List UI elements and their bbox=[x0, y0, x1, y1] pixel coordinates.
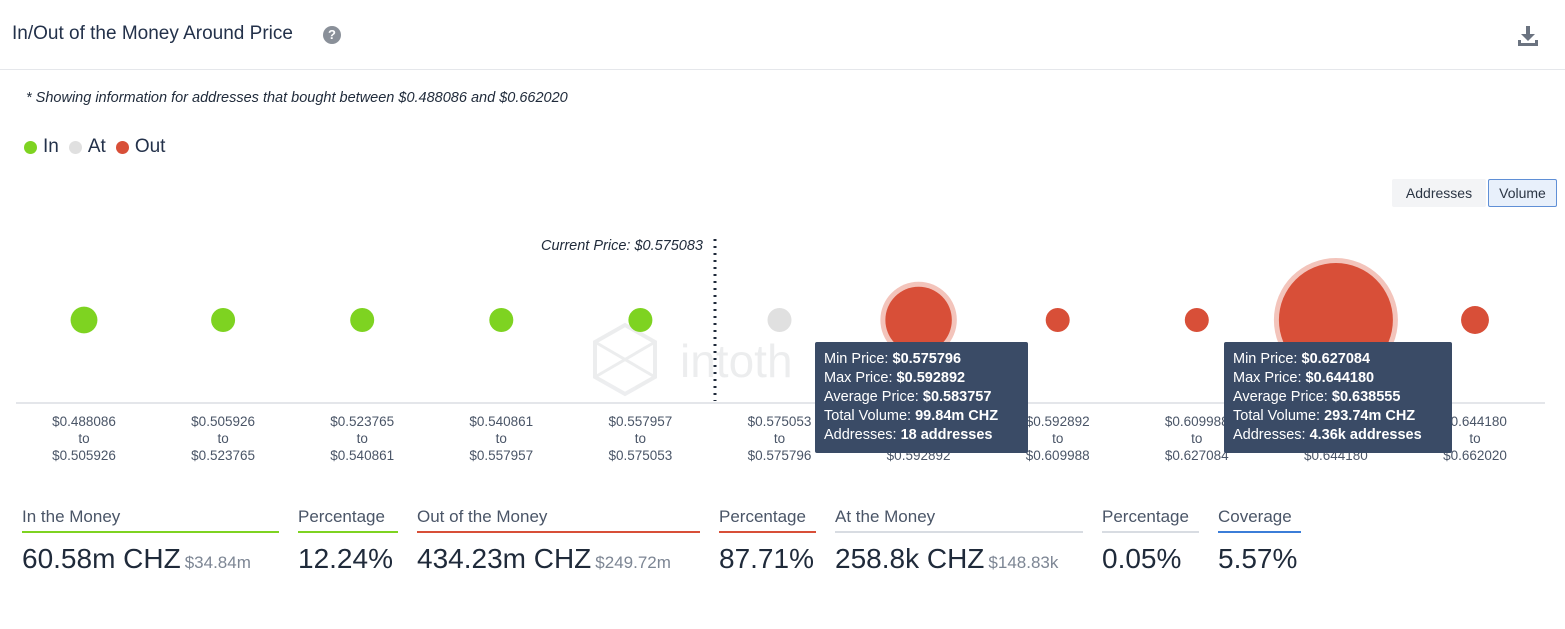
tooltip-row-addresses: Addresses: 4.36k addresses bbox=[1233, 427, 1422, 443]
bubble-3[interactable] bbox=[350, 308, 375, 332]
tooltip-row-avg: Average Price: $0.638555 bbox=[1233, 389, 1401, 405]
tick-label-1-to: $0.505926 bbox=[52, 448, 116, 463]
tick-label-9-to: $0.627084 bbox=[1165, 448, 1229, 463]
legend-item-at[interactable]: At bbox=[68, 136, 106, 158]
tooltip-row-min: Min Price: $0.575796 bbox=[824, 351, 962, 367]
tick-label-5-from: $0.557957 bbox=[608, 414, 672, 429]
legend-dot-at bbox=[68, 140, 82, 154]
stat-value: 434.23m CHZ $249.72m bbox=[417, 543, 671, 574]
tick-label-3-to-word: to bbox=[357, 431, 368, 446]
bubble-6[interactable] bbox=[767, 308, 792, 332]
stat-label: At the Money bbox=[835, 505, 1083, 533]
tick-label-11-from: $0.644180 bbox=[1443, 414, 1507, 429]
legend-label-out: Out bbox=[134, 136, 166, 157]
tick-label-3-from: $0.523765 bbox=[330, 414, 394, 429]
bubble-5[interactable] bbox=[628, 308, 653, 332]
stat-at-the-money: At the Money 258.8k CHZ $148.83k bbox=[835, 505, 1083, 575]
legend-label-at: At bbox=[87, 136, 106, 157]
stat-coverage: Coverage 5.57% bbox=[1218, 505, 1301, 575]
tick-label-1-from: $0.488086 bbox=[52, 414, 116, 429]
stat-value: 258.8k CHZ $148.83k bbox=[835, 543, 1059, 574]
tick-label-4-to-word: to bbox=[496, 431, 507, 446]
stat-label: Out of the Money bbox=[417, 505, 700, 533]
page-title: In/Out of the Money Around Price bbox=[12, 23, 293, 44]
legend-dot-out bbox=[115, 140, 129, 154]
watermark-logo: intoth bbox=[593, 322, 793, 397]
stat-usd-value: $34.84m bbox=[184, 553, 251, 572]
stat-label: In the Money bbox=[22, 505, 279, 533]
legend-dot-in bbox=[24, 140, 37, 154]
svg-text:intoth: intoth bbox=[680, 335, 793, 387]
stat-usd-value: $249.72m bbox=[595, 553, 671, 572]
tooltip-row-avg: Average Price: $0.583757 bbox=[824, 389, 992, 405]
tick-label-4-to: $0.557957 bbox=[469, 448, 533, 463]
tooltip-bin-10: Min Price: $0.627084 Max Price: $0.64418… bbox=[1224, 342, 1452, 453]
tick-label-9-to-word: to bbox=[1191, 431, 1202, 446]
bubble-8[interactable] bbox=[1045, 308, 1070, 332]
tick-label-6-to-word: to bbox=[774, 431, 785, 446]
stat-label: Percentage bbox=[1102, 505, 1199, 533]
tick-label-8-to-word: to bbox=[1052, 431, 1063, 446]
tooltip-row-volume: Total Volume: 99.84m CHZ bbox=[824, 408, 999, 424]
tooltip-row-volume: Total Volume: 293.74m CHZ bbox=[1233, 408, 1416, 424]
legend-item-out[interactable]: Out bbox=[115, 136, 166, 158]
current-price-label: Current Price: $0.575083 bbox=[541, 238, 703, 254]
download-icon[interactable] bbox=[1516, 24, 1540, 48]
tooltip-bin-7: Min Price: $0.575796 Max Price: $0.59289… bbox=[815, 342, 1028, 453]
addresses-toggle-button[interactable]: Addresses bbox=[1392, 179, 1486, 207]
volume-toggle-button[interactable]: Volume bbox=[1488, 179, 1557, 207]
card-header: In/Out of the Money Around Price ? bbox=[0, 0, 1565, 70]
stat-label: Percentage bbox=[719, 505, 816, 533]
tick-label-4-from: $0.540861 bbox=[469, 414, 533, 429]
tick-label-8-to: $0.609988 bbox=[1026, 448, 1090, 463]
stat-label: Percentage bbox=[298, 505, 398, 533]
help-icon[interactable]: ? bbox=[323, 26, 341, 44]
stat-value: 60.58m CHZ $34.84m bbox=[22, 543, 251, 574]
stat-value: 87.71% bbox=[719, 543, 814, 574]
stat-label: Coverage bbox=[1218, 505, 1301, 533]
legend-label-in: In bbox=[43, 136, 59, 157]
range-note: * Showing information for addresses that… bbox=[26, 90, 568, 106]
tick-label-2-from: $0.505926 bbox=[191, 414, 255, 429]
chart-legend: In At Out bbox=[24, 136, 175, 158]
stat-value: 5.57% bbox=[1218, 543, 1298, 574]
tick-label-6-from: $0.575053 bbox=[748, 414, 812, 429]
stat-out-percentage: Percentage 87.71% bbox=[719, 505, 816, 575]
tick-label-5-to-word: to bbox=[635, 431, 646, 446]
tick-label-6-to: $0.575796 bbox=[748, 448, 812, 463]
bubble-2[interactable] bbox=[211, 308, 236, 332]
bubble-9[interactable] bbox=[1184, 308, 1209, 332]
tooltip-row-max: Max Price: $0.644180 bbox=[1233, 370, 1375, 386]
stat-usd-value: $148.83k bbox=[988, 553, 1059, 572]
tooltip-row-max: Max Price: $0.592892 bbox=[824, 370, 966, 386]
tick-label-5-to: $0.575053 bbox=[608, 448, 672, 463]
bubble-1[interactable] bbox=[70, 306, 98, 334]
legend-item-in[interactable]: In bbox=[24, 136, 59, 158]
tick-label-11-to-word: to bbox=[1469, 431, 1480, 446]
tick-label-3-to: $0.540861 bbox=[330, 448, 394, 463]
tick-label-2-to: $0.523765 bbox=[191, 448, 255, 463]
stat-value: 12.24% bbox=[298, 543, 393, 574]
stat-in-the-money: In the Money 60.58m CHZ $34.84m bbox=[22, 505, 279, 575]
bubble-7[interactable] bbox=[885, 286, 952, 354]
tick-label-9-from: $0.609988 bbox=[1165, 414, 1229, 429]
tick-label-11-to: $0.662020 bbox=[1443, 448, 1507, 463]
tick-label-1-to-word: to bbox=[78, 431, 89, 446]
tooltip-row-addresses: Addresses: 18 addresses bbox=[824, 427, 993, 443]
stat-value: 0.05% bbox=[1102, 543, 1182, 574]
bubble-11[interactable] bbox=[1461, 306, 1489, 334]
tooltip-row-min: Min Price: $0.627084 bbox=[1233, 351, 1371, 367]
stat-at-percentage: Percentage 0.05% bbox=[1102, 505, 1199, 575]
stat-in-percentage: Percentage 12.24% bbox=[298, 505, 398, 575]
tick-label-8-from: $0.592892 bbox=[1026, 414, 1090, 429]
tick-label-2-to-word: to bbox=[217, 431, 228, 446]
bubble-4[interactable] bbox=[489, 308, 514, 332]
stat-out-of-the-money: Out of the Money 434.23m CHZ $249.72m bbox=[417, 505, 700, 575]
